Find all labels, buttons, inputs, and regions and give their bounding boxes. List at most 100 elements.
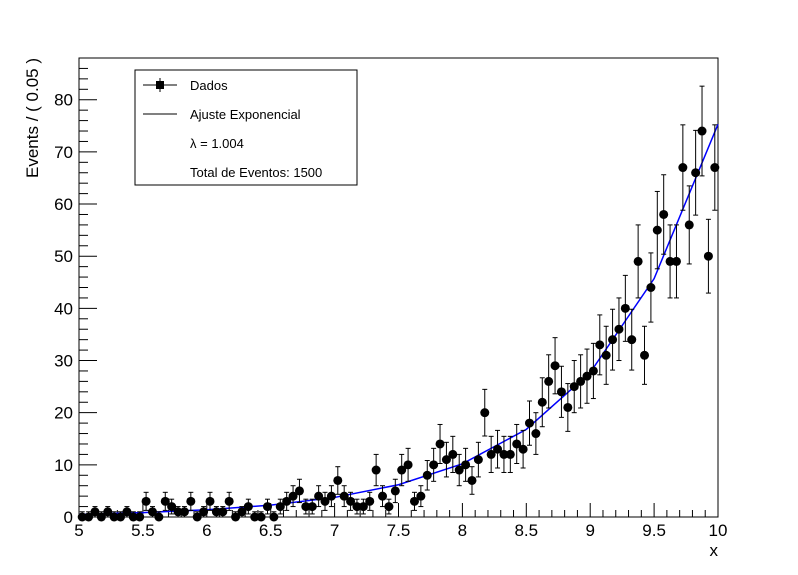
data-point: [205, 491, 215, 511]
data-point: [339, 485, 349, 508]
data-marker: [486, 449, 496, 459]
data-marker: [505, 449, 515, 459]
data-marker: [141, 496, 151, 506]
legend-total-label: Total de Eventos: 1500: [190, 165, 322, 180]
legend-fit-label: Ajuste Exponencial: [190, 107, 301, 122]
data-marker: [275, 502, 285, 512]
data-point: [263, 498, 273, 515]
data-marker: [671, 256, 681, 266]
data-point: [467, 466, 477, 495]
data-marker: [192, 512, 202, 522]
data-point: [684, 185, 694, 265]
y-axis-title: Events / ( 0.05 ): [23, 58, 42, 178]
data-marker: [569, 382, 579, 392]
data-marker: [614, 324, 624, 334]
data-point: [588, 342, 598, 400]
data-point: [518, 429, 528, 469]
data-point: [524, 400, 534, 446]
data-point: [294, 478, 304, 504]
legend-dados-marker: [156, 81, 164, 89]
data-marker: [518, 444, 528, 454]
data-point: [646, 252, 656, 323]
legend-dados-label: Dados: [190, 78, 228, 93]
data-point: [250, 511, 260, 522]
y-tick-label: 0: [64, 508, 73, 527]
data-point: [608, 308, 618, 371]
data-marker: [620, 303, 630, 313]
data-marker: [409, 496, 419, 506]
data-marker: [684, 220, 694, 230]
data-marker: [537, 397, 547, 407]
data-point: [275, 498, 285, 515]
data-point: [403, 447, 413, 482]
data-marker: [531, 429, 541, 439]
data-marker: [371, 465, 381, 475]
data-point: [473, 441, 483, 478]
data-marker: [199, 507, 209, 517]
data-point: [160, 491, 170, 511]
data-marker: [633, 256, 643, 266]
data-point: [307, 498, 317, 515]
data-point: [652, 190, 662, 270]
x-tick-label: 7.5: [387, 521, 411, 540]
data-point: [128, 511, 138, 522]
data-point: [499, 435, 509, 473]
x-tick-label: 8: [458, 521, 467, 540]
y-tick-label: 60: [54, 195, 73, 214]
data-point: [595, 314, 605, 376]
data-marker: [326, 491, 336, 501]
data-marker: [576, 376, 586, 386]
data-point: [96, 511, 106, 522]
data-point: [563, 383, 573, 432]
data-marker: [167, 502, 177, 512]
x-tick-label: 5.5: [131, 521, 155, 540]
data-point: [397, 453, 407, 487]
data-marker: [422, 470, 432, 480]
data-marker: [378, 491, 388, 501]
x-tick-label: 9: [585, 521, 594, 540]
data-point: [288, 485, 298, 508]
data-point: [550, 337, 560, 395]
data-point: [301, 498, 311, 515]
data-marker: [84, 512, 94, 522]
data-marker: [263, 502, 273, 512]
legend-box: [134, 69, 358, 186]
data-marker: [90, 507, 100, 517]
data-point: [167, 498, 177, 515]
data-marker: [480, 408, 490, 418]
data-point: [620, 274, 630, 342]
data-marker: [339, 491, 349, 501]
data-marker: [448, 449, 458, 459]
data-point: [576, 354, 586, 409]
data-marker: [582, 371, 592, 381]
data-point: [365, 491, 375, 511]
data-marker: [678, 163, 688, 173]
data-marker: [608, 335, 618, 345]
axes: 5 5.5 6 6.5 7 7.5 8 8.5 9 9.5 10 0 10 20 30 40 50 60 70 80: [54, 57, 727, 540]
data-point: [659, 174, 669, 255]
data-marker: [282, 496, 292, 506]
y-tick-label: 40: [54, 299, 73, 318]
data-marker: [320, 496, 330, 506]
data-point: [90, 506, 100, 517]
x-tick-label: 8.5: [514, 521, 538, 540]
data-marker: [646, 283, 656, 292]
data-point: [448, 435, 458, 473]
data-point: [703, 218, 713, 294]
data-marker: [659, 209, 669, 219]
data-marker: [237, 507, 247, 517]
data-point: [480, 388, 490, 437]
data-point: [122, 506, 132, 517]
data-marker: [652, 225, 662, 235]
data-point: [237, 506, 247, 517]
data-point: [320, 491, 330, 511]
x-tick-label: 9.5: [642, 521, 666, 540]
data-point: [192, 511, 202, 522]
data-point: [569, 360, 579, 414]
data-marker: [346, 496, 356, 506]
data-point: [640, 325, 650, 385]
data-point: [441, 441, 451, 478]
data-marker: [697, 126, 707, 136]
data-point: [326, 485, 336, 508]
